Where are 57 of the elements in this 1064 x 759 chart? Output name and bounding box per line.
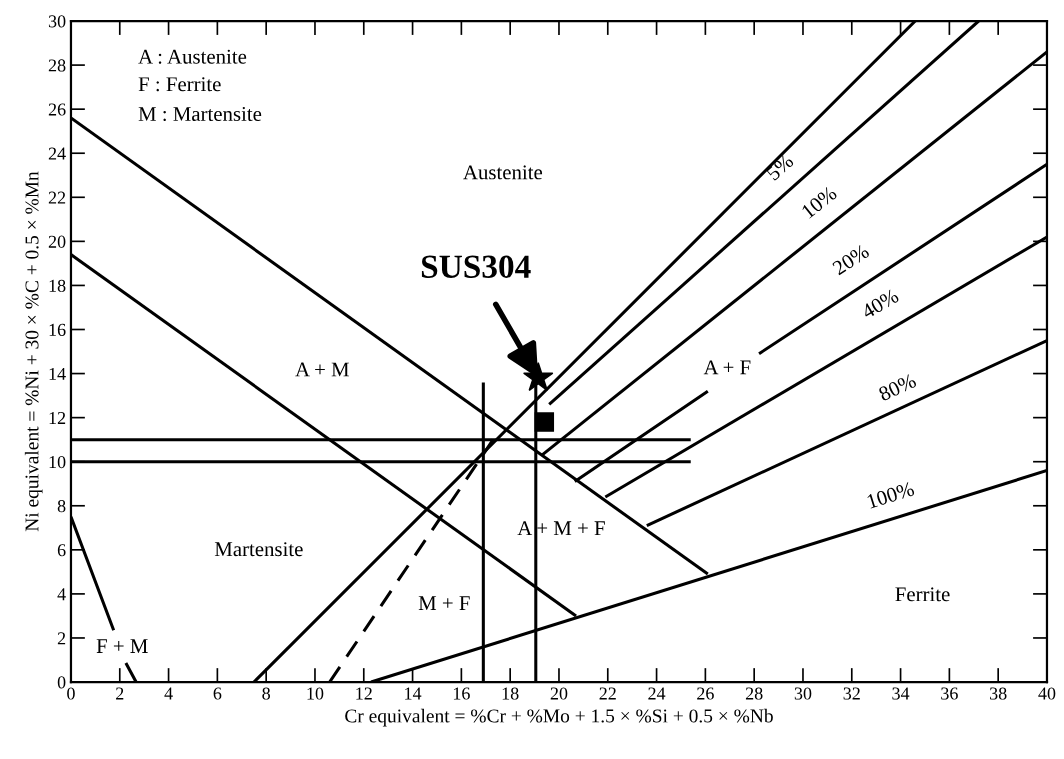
annotation: SUS304 — [421, 255, 531, 278]
annotation: 80% — [877, 373, 918, 402]
annotation: 5% — [765, 153, 795, 182]
x-tick-label: 26 — [697, 687, 714, 700]
x-tick-label: 20 — [550, 687, 568, 700]
x-tick-label: 18 — [502, 687, 519, 700]
x-tick-label: 16 — [453, 687, 470, 700]
y-axis-title: Ni equivalent = %Ni + 30 × %C + 0.5 × %Mn — [24, 171, 43, 532]
x-tick-label: 10 — [307, 687, 324, 700]
y-tick-label: 26 — [48, 103, 66, 116]
x-tick-label: 2 — [116, 687, 124, 700]
y-tick-label: 16 — [49, 323, 66, 336]
x-tick-label: 40 — [1038, 687, 1056, 700]
y-tick-label: 24 — [48, 147, 66, 160]
annotation: Martensite — [214, 542, 303, 557]
y-tick-label: 6 — [57, 544, 66, 557]
annotation: A : Austenite — [138, 49, 247, 64]
x-tick-label: 24 — [648, 687, 666, 700]
y-tick-label: 4 — [57, 588, 66, 601]
x-tick-label: 30 — [794, 687, 812, 700]
y-tick-label: 2 — [57, 632, 66, 645]
y-tick-label: 28 — [48, 59, 66, 72]
y-tick-label: 0 — [57, 676, 66, 689]
y-tick-label: 22 — [48, 191, 66, 204]
x-tick-label: 28 — [745, 687, 763, 700]
x-tick-label: 14 — [405, 687, 422, 700]
x-tick-label: 22 — [599, 687, 616, 700]
x-tick-label: 12 — [356, 687, 372, 700]
annotation: 40% — [860, 288, 900, 320]
y-tick-label: 20 — [48, 235, 66, 248]
x-tick-label: 8 — [262, 687, 270, 700]
x-tick-label: 0 — [67, 687, 75, 700]
x-axis-title: Cr equivalent = %Cr + %Mo + 1.5 × %Si + 0.5 × %Nb — [345, 708, 773, 727]
annotation: A + F — [703, 360, 751, 375]
annotation: F + M — [96, 639, 148, 653]
annotation: M : Martensite — [138, 106, 262, 122]
annotation: Ferrite — [895, 587, 950, 602]
y-tick-label: 14 — [49, 367, 66, 380]
x-tick-label: 4 — [164, 687, 173, 700]
x-tick-label: 36 — [941, 687, 958, 700]
annotation: 20% — [831, 243, 871, 276]
y-tick-label: 18 — [49, 279, 66, 292]
x-tick-label: 34 — [892, 687, 910, 700]
annotation: A + M — [295, 362, 349, 377]
x-tick-label: 32 — [843, 687, 860, 700]
y-tick-label: 8 — [57, 500, 66, 513]
y-tick-label: 10 — [49, 455, 66, 469]
annotation: 10% — [801, 185, 838, 219]
y-tick-label: 30 — [48, 15, 66, 28]
x-tick-label: 38 — [990, 687, 1007, 700]
x-tick-label: 6 — [213, 687, 222, 700]
annotation: A + M + F — [517, 521, 605, 536]
y-tick-label: 12 — [49, 411, 66, 424]
annotation: 100% — [866, 481, 915, 509]
annotation: F : Ferrite — [138, 77, 221, 92]
annotation: Austenite — [463, 165, 543, 180]
annotation: M + F — [418, 596, 470, 610]
